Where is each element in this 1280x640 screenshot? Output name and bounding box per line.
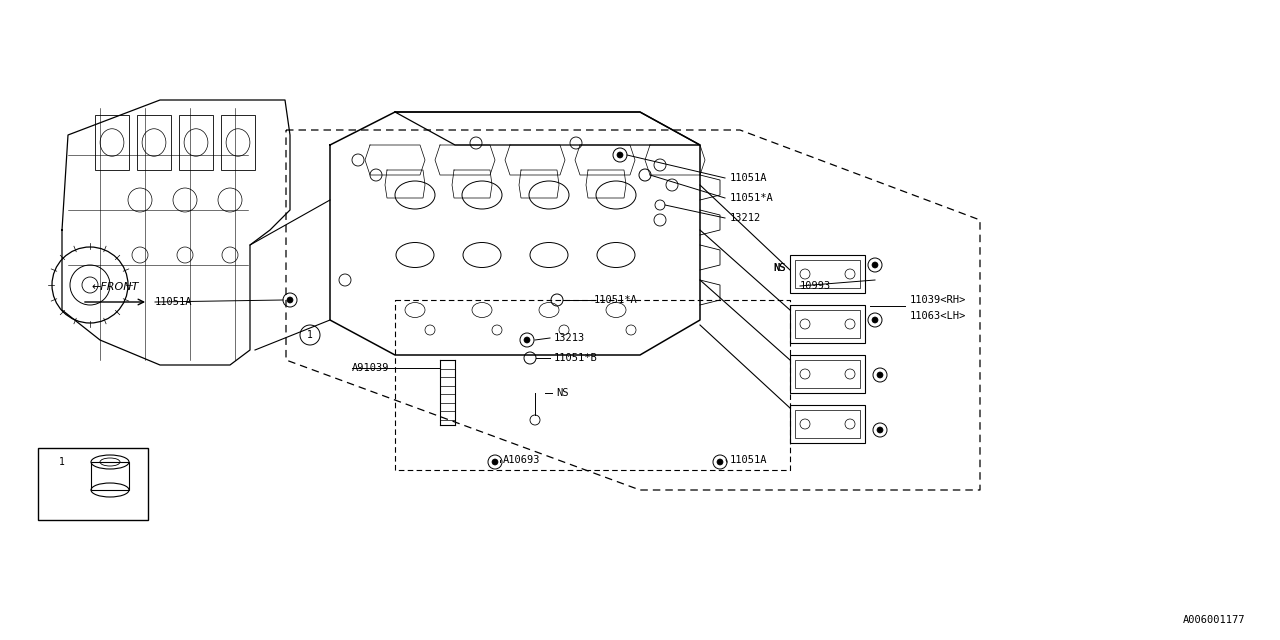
- Text: 13213: 13213: [554, 333, 585, 343]
- Text: 13212: 13212: [730, 213, 762, 223]
- Circle shape: [872, 317, 878, 323]
- Bar: [95, 115, 129, 170]
- Circle shape: [872, 262, 878, 268]
- Text: 1: 1: [307, 330, 312, 340]
- Circle shape: [492, 459, 498, 465]
- Bar: [221, 115, 255, 170]
- Text: ←FRONT: ←FRONT: [91, 282, 138, 292]
- Bar: [790, 355, 865, 393]
- Text: 11051*B: 11051*B: [554, 353, 598, 363]
- Bar: [179, 115, 212, 170]
- Circle shape: [617, 152, 623, 158]
- Text: A006001177: A006001177: [1183, 615, 1245, 625]
- Bar: [790, 405, 865, 443]
- Text: PT-1/8: PT-1/8: [61, 496, 100, 506]
- Text: 10993: 10993: [800, 281, 831, 291]
- Text: NS: NS: [773, 263, 786, 273]
- Text: 11051A: 11051A: [730, 173, 768, 183]
- Text: 11039<RH>: 11039<RH>: [910, 295, 966, 305]
- Text: 11051A: 11051A: [155, 297, 192, 307]
- Bar: [137, 115, 172, 170]
- Text: NS: NS: [773, 263, 786, 273]
- Bar: [795, 410, 860, 438]
- Bar: [795, 360, 860, 388]
- Text: 11051*A: 11051*A: [594, 295, 637, 305]
- Circle shape: [287, 297, 293, 303]
- Bar: [795, 260, 860, 288]
- Text: 11051*A: 11051*A: [730, 193, 773, 203]
- Circle shape: [877, 427, 883, 433]
- Text: 15027*A: 15027*A: [61, 482, 106, 492]
- Circle shape: [524, 337, 530, 343]
- Bar: [795, 310, 860, 338]
- Circle shape: [717, 459, 723, 465]
- Bar: [38, 448, 148, 520]
- Text: NS: NS: [556, 388, 568, 398]
- Bar: [790, 305, 865, 343]
- Circle shape: [877, 372, 883, 378]
- Text: 11063<LH>: 11063<LH>: [910, 311, 966, 321]
- Text: A10693: A10693: [503, 455, 540, 465]
- Bar: [790, 255, 865, 293]
- Text: 1: 1: [59, 457, 65, 467]
- Bar: [91, 462, 129, 490]
- Text: A91039: A91039: [352, 363, 389, 373]
- Text: 11051A: 11051A: [730, 455, 768, 465]
